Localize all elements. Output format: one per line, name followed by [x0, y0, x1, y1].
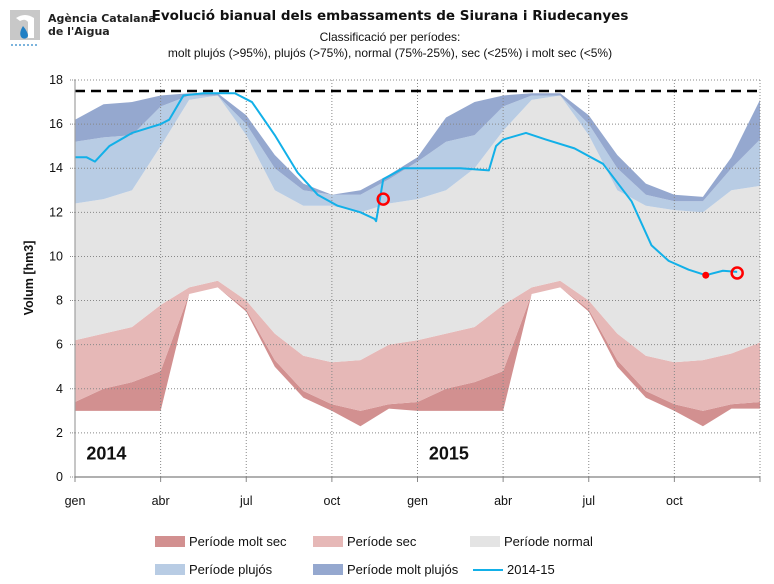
- legend-label: Període molt sec: [189, 534, 287, 549]
- water-drop-logo-icon: [10, 10, 40, 46]
- legend-swatch: [313, 564, 343, 575]
- legend-swatch: [470, 536, 500, 547]
- x-tick-label: oct: [324, 494, 341, 508]
- series-line-2014-15: [75, 92, 738, 277]
- y-tick-label: 4: [56, 382, 63, 396]
- legend-label: Període normal: [504, 534, 593, 549]
- org-name: Agència Catalana de l'Aigua: [48, 12, 156, 38]
- org-name-line2: de l'Aigua: [48, 25, 110, 38]
- chart-title: Evolució bianual dels embassaments de Si…: [151, 8, 629, 24]
- aca-logo: [6, 8, 46, 48]
- band-per-ode-normal: [75, 95, 760, 363]
- legend-item-2014-15: 2014-15: [473, 562, 555, 577]
- subtitle-line1: Classificació per períodes:: [319, 30, 461, 44]
- year-label: 2015: [429, 443, 469, 463]
- org-name-line1: Agència Catalana: [48, 12, 156, 25]
- x-tick-label: jul: [239, 494, 253, 508]
- y-tick-label: 16: [49, 117, 63, 131]
- y-tick-label: 2: [56, 426, 63, 440]
- x-tick-label: gen: [407, 494, 428, 508]
- lines-layer: 2014 2015: [75, 89, 760, 463]
- legend-item-molt-plujos: Període molt plujós: [313, 562, 458, 577]
- bands-layer: [75, 93, 760, 427]
- marker-dot: [702, 271, 710, 279]
- legend-item-plujos: Període plujós: [155, 562, 272, 577]
- legend-item-normal: Període normal: [470, 534, 593, 549]
- grid-layer: [75, 79, 761, 477]
- legend-label: Període plujós: [189, 562, 273, 577]
- legend-item-molt-sec: Període molt sec: [155, 534, 287, 549]
- y-tick-label: 14: [49, 161, 63, 175]
- legend-label: 2014-15: [507, 562, 555, 577]
- band-per-ode-molt-pluj-s: [75, 93, 760, 202]
- band-per-ode-molt-sec: [75, 287, 760, 427]
- marker-open-circle: [376, 192, 390, 206]
- y-axis-label: Volum [hm3]: [22, 241, 36, 316]
- x-tick-label: jul: [581, 494, 595, 508]
- axes-layer: 0 2 4 6 8 10 12 14 16 18 gen abr jul oct gen abr jul oct: [49, 73, 761, 508]
- year-label: 2014: [86, 443, 126, 463]
- plot-area: 2014 2015 0 2 4 6 8 10 12 14 16 18 gen abr jul oct gen a…: [22, 73, 761, 508]
- y-tick-label: 18: [49, 73, 63, 87]
- legend-label: Període sec: [347, 534, 417, 549]
- subtitle-line2: molt plujós (>95%), plujós (>75%), norma…: [167, 46, 613, 60]
- legend-line-swatch: [473, 568, 503, 571]
- y-tick-label: 10: [49, 249, 63, 263]
- x-tick-label: oct: [666, 494, 683, 508]
- band-per-ode-pluj-s: [75, 95, 760, 213]
- legend-swatch: [155, 564, 185, 575]
- legend-swatch: [313, 536, 343, 547]
- x-tick-label: abr: [152, 494, 170, 508]
- legend-label: Període molt plujós: [347, 562, 459, 577]
- legend-item-sec: Període sec: [313, 534, 416, 549]
- legend-swatch: [155, 536, 185, 547]
- y-tick-label: 6: [56, 338, 63, 352]
- band-per-ode-sec: [75, 280, 760, 411]
- x-tick-label: abr: [494, 494, 512, 508]
- chart-subtitle: Classificació per períodes: molt plujós …: [140, 29, 640, 61]
- x-tick-label: gen: [65, 494, 86, 508]
- y-tick-label: 12: [49, 205, 63, 219]
- marker-open-circle: [730, 266, 744, 280]
- y-tick-label: 8: [56, 294, 63, 308]
- y-tick-label: 0: [56, 470, 63, 484]
